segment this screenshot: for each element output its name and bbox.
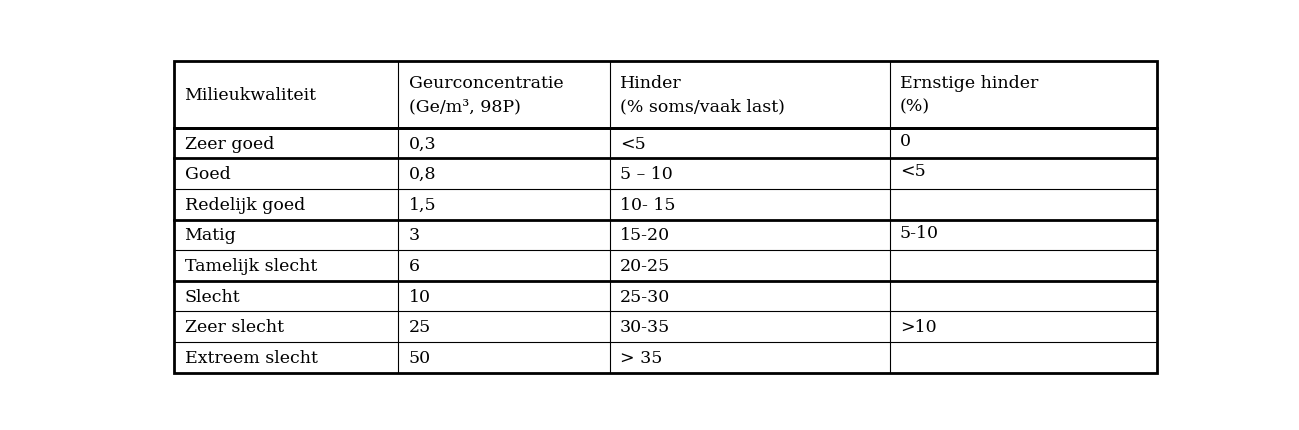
Text: Goed: Goed — [184, 166, 230, 183]
Text: 0,8: 0,8 — [409, 166, 436, 183]
Text: 6: 6 — [409, 258, 420, 274]
Text: 0,3: 0,3 — [409, 135, 436, 152]
Text: 10: 10 — [409, 288, 430, 305]
Text: Zeer slecht: Zeer slecht — [184, 319, 283, 335]
Text: 3: 3 — [409, 227, 420, 244]
Text: Geurconcentratie
(Ge/m³, 98P): Geurconcentratie (Ge/m³, 98P) — [409, 75, 564, 115]
Text: 5 – 10: 5 – 10 — [620, 166, 673, 183]
Text: 15-20: 15-20 — [620, 227, 670, 244]
Text: Tamelijk slecht: Tamelijk slecht — [184, 258, 317, 274]
Text: 50: 50 — [409, 349, 431, 366]
Text: 20-25: 20-25 — [620, 258, 670, 274]
Text: 10- 15: 10- 15 — [620, 197, 675, 213]
Text: Slecht: Slecht — [184, 288, 240, 305]
Text: Milieukwaliteit: Milieukwaliteit — [184, 86, 317, 104]
Text: Zeer goed: Zeer goed — [184, 135, 274, 152]
Text: Extreem slecht: Extreem slecht — [184, 349, 317, 366]
Text: 25: 25 — [409, 319, 431, 335]
Text: 30-35: 30-35 — [620, 319, 670, 335]
Text: Matig: Matig — [184, 227, 236, 244]
Text: 25-30: 25-30 — [620, 288, 670, 305]
Text: 5-10: 5-10 — [900, 224, 939, 241]
Text: 1,5: 1,5 — [409, 197, 436, 213]
Text: <5: <5 — [900, 163, 926, 180]
Text: Redelijk goed: Redelijk goed — [184, 197, 305, 213]
Text: >10: >10 — [900, 319, 937, 335]
Text: <5: <5 — [620, 135, 646, 152]
Text: 0: 0 — [900, 132, 911, 149]
Text: Ernstige hinder
(%): Ernstige hinder (%) — [900, 75, 1038, 115]
Text: Hinder
(% soms/vaak last): Hinder (% soms/vaak last) — [620, 75, 785, 115]
Text: > 35: > 35 — [620, 349, 662, 366]
